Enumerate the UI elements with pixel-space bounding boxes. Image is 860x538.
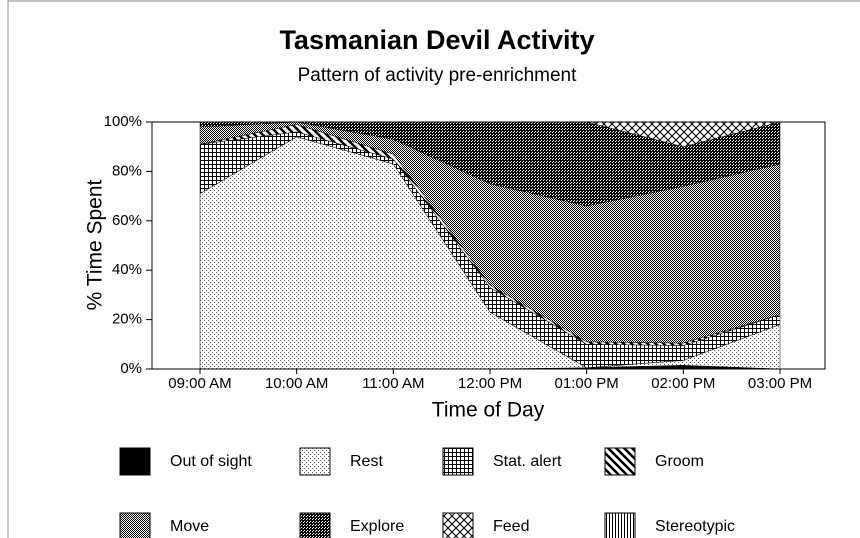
x-tick-label: 12:00 PM bbox=[458, 375, 522, 392]
legend-label: Stereotypic bbox=[655, 518, 735, 535]
legend-label: Stat. alert bbox=[493, 453, 562, 470]
y-tick-label: 0% bbox=[120, 360, 142, 377]
legend-label: Move bbox=[170, 518, 209, 535]
y-axis-label: % Time Spent bbox=[84, 179, 107, 310]
legend-label: Out of sight bbox=[170, 453, 252, 470]
y-tick-label: 40% bbox=[112, 261, 142, 278]
x-tick-label: 02:00 PM bbox=[651, 375, 715, 392]
legend-swatch bbox=[604, 447, 636, 476]
y-tick-label: 80% bbox=[112, 162, 142, 179]
legend-label: Explore bbox=[350, 518, 404, 535]
plot-frame bbox=[151, 121, 826, 370]
legend-swatch bbox=[442, 512, 474, 538]
chart-subtitle: Pattern of activity pre-enrichment bbox=[298, 65, 578, 86]
legend-label: Feed bbox=[493, 518, 529, 535]
x-tick-label: 11:00 AM bbox=[362, 375, 424, 392]
legend-swatch bbox=[119, 447, 151, 476]
x-tick-label: 10:00 AM bbox=[265, 375, 328, 392]
x-tick-label: 09:00 AM bbox=[168, 375, 231, 392]
legend-swatch bbox=[119, 512, 151, 538]
legend-swatch bbox=[442, 447, 474, 476]
x-tick-label: 01:00 PM bbox=[555, 375, 619, 392]
legend-label: Groom bbox=[655, 453, 704, 470]
legend-swatch bbox=[299, 447, 331, 476]
y-tick-label: 20% bbox=[112, 311, 142, 328]
legend-swatch bbox=[299, 512, 331, 538]
legend-label: Rest bbox=[350, 453, 383, 470]
y-tick-label: 100% bbox=[104, 113, 142, 130]
chart-title: Tasmanian Devil Activity bbox=[279, 25, 594, 55]
y-tick-label: 60% bbox=[112, 212, 142, 229]
x-axis-label: Time of Day bbox=[432, 399, 545, 422]
legend-swatch bbox=[604, 512, 636, 538]
x-tick-label: 03:00 PM bbox=[748, 375, 812, 392]
